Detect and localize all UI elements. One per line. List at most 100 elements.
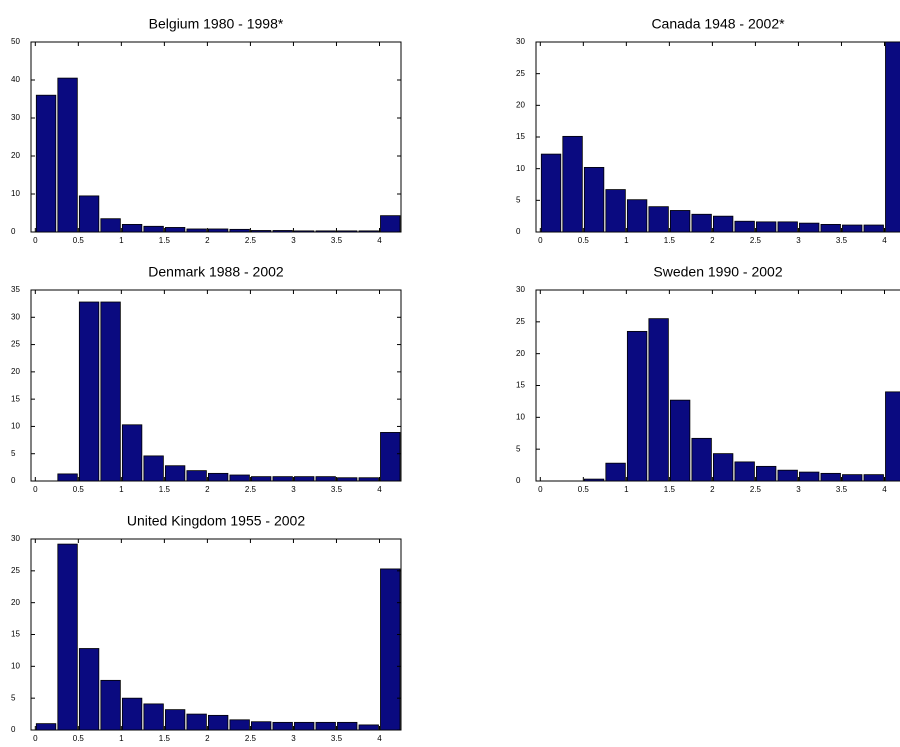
bar [229, 474, 250, 482]
x-tick-label: 3.5 [836, 236, 848, 245]
y-tick-label: 20 [11, 367, 20, 376]
y-tick-label: 10 [11, 422, 20, 431]
x-tick-label: 2.5 [245, 485, 257, 494]
bar [712, 215, 734, 233]
x-tick-label: 2 [205, 236, 210, 245]
bar [648, 206, 669, 233]
x-tick-label: 3.5 [836, 485, 848, 494]
bar [380, 432, 401, 482]
bar [35, 723, 57, 731]
bar [251, 721, 272, 731]
bar [57, 543, 78, 731]
chart-title: Canada 1948 - 2002* [651, 16, 785, 32]
bar [358, 230, 379, 233]
y-tick-label: 20 [11, 598, 20, 607]
y-tick-label: 15 [516, 381, 525, 390]
y-tick-label: 0 [11, 725, 16, 734]
chart-title: Denmark 1988 - 2002 [148, 264, 284, 280]
bar [605, 189, 626, 233]
x-tick-label: 3 [291, 236, 296, 245]
y-tick-label: 5 [11, 449, 16, 458]
bar [799, 222, 820, 233]
x-tick-label: 3 [291, 734, 296, 743]
bar [863, 474, 884, 482]
bar [734, 461, 755, 482]
bar [121, 223, 143, 233]
x-tick-label: 0.5 [73, 485, 85, 494]
bar [842, 474, 863, 482]
x-tick-label: 3 [796, 236, 801, 245]
x-tick-label: 0.5 [73, 236, 85, 245]
bar [229, 719, 250, 731]
bar [251, 476, 272, 482]
y-tick-label: 10 [516, 412, 525, 421]
bar [143, 225, 164, 233]
x-tick-label: 0 [538, 485, 543, 494]
x-tick-label: 1 [624, 236, 629, 245]
y-tick-label: 20 [516, 100, 525, 109]
y-tick-label: 50 [11, 37, 20, 46]
bar [229, 228, 250, 233]
y-tick-label: 40 [11, 75, 20, 84]
plot-area [535, 41, 900, 233]
bar [57, 77, 78, 233]
bar [207, 228, 229, 233]
bar [691, 213, 712, 233]
bar [669, 210, 691, 233]
bar [885, 391, 900, 482]
y-tick-label: 25 [11, 566, 20, 575]
y-tick-label: 0 [11, 476, 16, 485]
bar [777, 221, 798, 233]
y-tick-label: 10 [11, 189, 20, 198]
bar [691, 437, 712, 482]
bar [358, 477, 379, 482]
bar [57, 473, 78, 482]
x-tick-label: 1.5 [159, 236, 171, 245]
bar [272, 230, 293, 233]
bar [78, 301, 100, 482]
x-tick-label: 0 [33, 485, 38, 494]
x-tick-label: 1 [119, 236, 124, 245]
x-tick-label: 4 [882, 236, 887, 245]
x-tick-label: 1 [119, 485, 124, 494]
y-tick-label: 25 [516, 69, 525, 78]
bar [78, 648, 100, 731]
y-tick-label: 35 [11, 285, 20, 294]
bar [380, 215, 401, 233]
bar [121, 697, 143, 731]
bar [885, 41, 900, 233]
bar [294, 230, 315, 233]
x-tick-label: 2.5 [245, 236, 257, 245]
chart-title: United Kingdom 1955 - 2002 [127, 513, 305, 529]
y-tick-label: 25 [11, 340, 20, 349]
x-tick-label: 2 [710, 485, 715, 494]
x-tick-label: 2 [205, 485, 210, 494]
x-tick-label: 4 [377, 485, 382, 494]
bar [294, 476, 315, 482]
x-tick-label: 1.5 [664, 485, 676, 494]
bar [669, 399, 691, 482]
x-tick-label: 3.5 [331, 734, 343, 743]
bar [186, 228, 207, 233]
bar [540, 153, 562, 233]
bar [734, 220, 755, 233]
bar [121, 424, 143, 482]
y-tick-label: 5 [516, 444, 521, 453]
bar [207, 472, 229, 482]
y-tick-label: 0 [11, 227, 16, 236]
y-tick-label: 30 [11, 312, 20, 321]
bar [207, 714, 229, 731]
bar [100, 301, 121, 482]
x-tick-label: 1 [624, 485, 629, 494]
bar [777, 469, 798, 482]
bar [842, 224, 863, 233]
y-tick-label: 15 [11, 394, 20, 403]
x-tick-label: 0 [33, 236, 38, 245]
bar [251, 230, 272, 233]
bar [863, 224, 884, 233]
bar [186, 713, 207, 731]
bar [315, 476, 336, 482]
y-tick-label: 5 [516, 195, 521, 204]
y-tick-label: 15 [516, 132, 525, 141]
